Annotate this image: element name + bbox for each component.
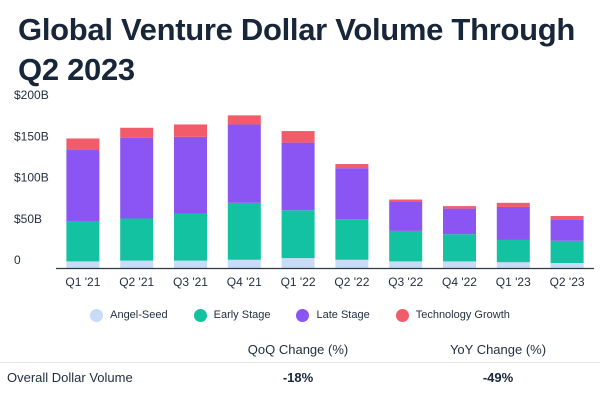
legend-label: Technology Growth: [415, 309, 510, 321]
bar-segment-angel-seed: [281, 258, 315, 268]
bar-segment-early-stage: [120, 218, 154, 261]
bar-segment-angel-seed: [174, 260, 207, 268]
bar-segment-early-stage: [281, 210, 315, 259]
bar-segment-early-stage: [335, 219, 369, 260]
y-tick-label: $100B: [14, 171, 49, 185]
bar-segment-technology-growth: [496, 202, 530, 207]
legend-label: Angel-Seed: [110, 309, 168, 321]
bar-segment-late-stage: [227, 124, 261, 203]
x-tick-label: Q1 '21: [65, 275, 100, 289]
bar-segment-angel-seed: [120, 260, 154, 268]
row-label: Overall Dollar Volume: [7, 370, 133, 385]
legend-label: Late Stage: [316, 309, 370, 321]
bar-segment-early-stage: [496, 239, 530, 263]
bar-segment-early-stage: [550, 240, 584, 264]
bar-segment-angel-seed: [443, 261, 476, 268]
bar-segment-technology-growth: [550, 216, 584, 220]
chart-title: Global Venture Dollar Volume Through Q2 …: [18, 12, 576, 87]
bar-segment-early-stage: [227, 202, 261, 260]
bar-segment-angel-seed: [227, 259, 261, 268]
bar-segment-technology-growth: [120, 127, 154, 138]
table-row: Overall Dollar Volume -18% -49%: [0, 366, 600, 396]
legend-item-angel-seed: Angel-Seed: [90, 308, 168, 322]
qoq-header: QoQ Change (%): [247, 342, 349, 357]
x-tick-label: Q3 '21: [173, 275, 208, 289]
table-header-row: QoQ Change (%) YoY Change (%): [0, 336, 600, 363]
bar-segment-technology-growth: [281, 131, 315, 143]
bar-segment-technology-growth: [66, 138, 100, 151]
bar-segment-technology-growth: [227, 115, 261, 125]
x-tick-label: Q4 '21: [227, 275, 262, 289]
bar-segment-technology-growth: [174, 124, 207, 137]
bar-segment-early-stage: [443, 234, 476, 262]
bar-segment-late-stage: [174, 136, 207, 214]
y-tick-label: $150B: [14, 129, 49, 143]
yoy-header: YoY Change (%): [449, 342, 547, 357]
bar-segment-late-stage: [496, 206, 530, 240]
bar-segment-early-stage: [389, 230, 423, 262]
legend-item-early-stage: Early Stage: [193, 308, 271, 322]
stacked-bar-chart: 0 $50B $100B $150B $200B Q1 '21 Q2 '21 Q3 '21 Q4…: [14, 88, 594, 289]
qoq-value: -18%: [282, 370, 314, 385]
legend-item-late-stage: Late Stage: [296, 308, 370, 322]
legend-item-technology-growth: Technology Growth: [395, 308, 510, 322]
bar-segment-late-stage: [443, 208, 476, 235]
x-tick-label: Q1 '23: [496, 275, 531, 289]
legend-swatch-technology-growth: [395, 308, 409, 322]
bar-segment-late-stage: [335, 168, 369, 220]
bar-segment-late-stage: [120, 137, 154, 219]
bar-segment-late-stage: [550, 219, 584, 241]
bar-segment-technology-growth: [443, 206, 476, 209]
x-tick-label: Q2 '22: [334, 275, 369, 289]
legend-label: Early Stage: [213, 309, 271, 321]
y-tick-label: $200B: [14, 88, 49, 102]
bar-segment-angel-seed: [335, 259, 369, 268]
bar-segment-angel-seed: [66, 261, 100, 268]
bar-segment-early-stage: [66, 220, 100, 262]
bar-segment-technology-growth: [389, 199, 423, 202]
x-tick-label: Q4 '22: [442, 275, 477, 289]
y-tick-label: $50B: [14, 212, 42, 226]
bar-segment-early-stage: [174, 213, 207, 261]
bar-segment-late-stage: [389, 202, 423, 231]
y-tick-label: 0: [14, 253, 21, 267]
x-tick-label: Q2 '23: [550, 275, 585, 289]
x-tick-label: Q3 '22: [388, 275, 423, 289]
legend-swatch-late-stage: [296, 308, 310, 322]
bar-segment-late-stage: [281, 142, 315, 211]
chart-legend: Angel-Seed Early Stage Late Stage Techno…: [0, 305, 600, 325]
x-tick-label: Q2 '21: [119, 275, 154, 289]
bar-segment-technology-growth: [335, 164, 369, 169]
bar-segment-angel-seed: [496, 262, 530, 268]
x-tick-label: Q1 '22: [281, 275, 316, 289]
legend-swatch-angel-seed: [90, 308, 104, 322]
legend-swatch-early-stage: [193, 308, 207, 322]
yoy-value: -49%: [482, 370, 514, 385]
bar-segment-angel-seed: [550, 263, 584, 268]
bar-segment-late-stage: [66, 150, 100, 221]
bar-segment-angel-seed: [389, 261, 423, 268]
